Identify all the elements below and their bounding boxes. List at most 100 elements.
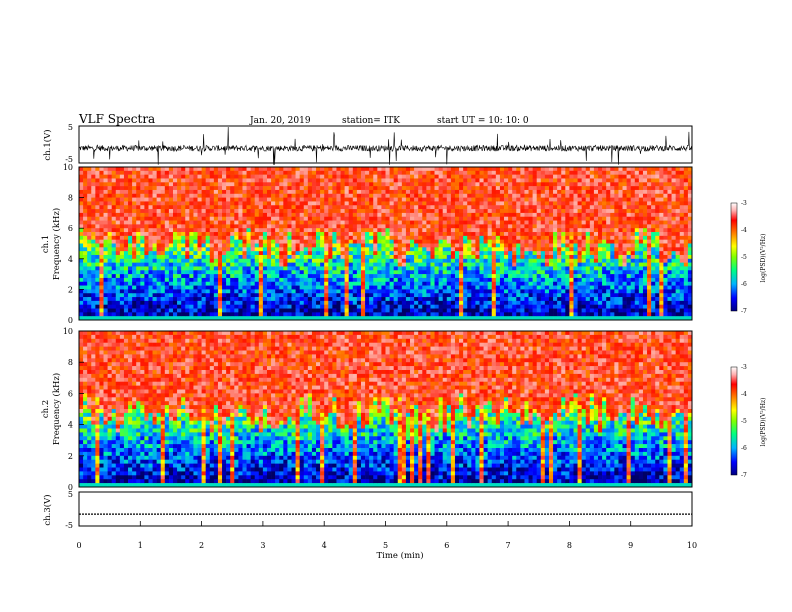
ch1-spectrogram-cell xyxy=(271,266,276,271)
ch1-spectrogram-cell xyxy=(275,220,280,225)
ch1-spectrogram-cell xyxy=(516,281,521,286)
ch1-spectrogram-cell xyxy=(99,308,104,313)
ch1-spectrogram-cell xyxy=(356,205,362,210)
ch1-spectrogram-cell xyxy=(360,216,366,221)
ch1-spectrogram-cell xyxy=(524,316,529,321)
ch1-spectrogram-cell xyxy=(275,228,280,233)
ch1-spectrogram-cell xyxy=(393,312,399,317)
ch1-spectrogram-cell xyxy=(491,274,497,279)
ch1-spectrogram-cell xyxy=(144,193,149,198)
ch1-spectrogram-cell xyxy=(450,293,456,298)
ch1-spectrogram-cell xyxy=(291,243,296,248)
ch1-spectrogram-cell xyxy=(238,224,243,229)
ch1-spectrogram-cell xyxy=(369,297,374,302)
ch1-spectrogram-cell xyxy=(454,178,460,183)
ch1-spectrogram-cell xyxy=(352,178,358,183)
ch1-spectrogram-cell xyxy=(107,193,112,198)
ch1-spectrogram-cell xyxy=(356,201,362,206)
ch1-spectrogram-cell xyxy=(287,239,292,244)
ch1-spectrogram-cell xyxy=(479,289,484,294)
ch1-spectrogram-cell xyxy=(504,209,509,214)
ch1-spectrogram-cell xyxy=(209,270,215,275)
ch1-spectrogram-cell xyxy=(217,197,223,202)
ch1-spectrogram-cell xyxy=(128,170,133,175)
ch1-spectrogram-cell xyxy=(422,205,427,210)
ch1-spectrogram-cell xyxy=(316,220,321,225)
ch1-spectrogram-cell xyxy=(553,239,558,244)
ch1-spectrogram-cell xyxy=(189,258,194,263)
ch1-spectrogram-cell xyxy=(234,289,239,294)
ch1-spectrogram-cell xyxy=(324,304,329,309)
ch1-spectrogram-cell xyxy=(389,281,394,286)
ch1-spectrogram-cell xyxy=(418,212,423,218)
ch1-spectrogram-cell xyxy=(442,167,448,172)
ch1-spectrogram-cell xyxy=(577,189,582,195)
ch1-spectrogram-cell xyxy=(197,216,202,221)
ch1-spectrogram-cell xyxy=(172,293,178,298)
ch1-spectrogram-cell xyxy=(536,209,542,214)
ch1-spectrogram-cell xyxy=(136,297,141,302)
ch1-spectrogram-cell xyxy=(242,266,247,271)
ch1-spectrogram-cell xyxy=(467,258,472,263)
ch1-spectrogram-cell xyxy=(373,247,378,252)
ch1-spectrogram-cell xyxy=(172,274,178,279)
ch1-spectrogram-cell xyxy=(168,209,174,214)
ch1-spectrogram-cell xyxy=(573,189,578,195)
ch1-spectrogram-cell xyxy=(381,316,386,321)
ch1-spectrogram-cell xyxy=(446,232,452,237)
ch1-spectrogram-cell xyxy=(316,170,321,175)
ch1-spectrogram-cell xyxy=(123,312,129,317)
ch1-spectrogram-cell xyxy=(548,186,554,191)
ch1-spectrogram-cell xyxy=(254,205,260,210)
ch1-spectrogram-cell xyxy=(128,201,133,206)
ch1-spectrogram-cell xyxy=(450,174,456,179)
ch1-spectrogram-cell xyxy=(87,193,92,198)
ch1-spectrogram-cell xyxy=(185,197,190,202)
ch1-spectrogram-cell xyxy=(385,285,390,290)
ch1-spectrogram-cell xyxy=(144,243,149,248)
ch1-spectrogram-cell xyxy=(446,201,452,206)
ch1-spectrogram-cell xyxy=(475,224,480,229)
ch1-spectrogram-cell xyxy=(275,232,280,237)
ch1-spectrogram-cell xyxy=(222,304,227,309)
ch1-spectrogram-cell xyxy=(140,289,145,294)
ch1-spectrogram-cell xyxy=(148,167,153,172)
ch1-spectrogram-cell xyxy=(524,251,529,256)
ch1-spectrogram-cell xyxy=(234,212,239,218)
ch1-spectrogram-cell xyxy=(512,212,517,218)
ch1-spectrogram-cell xyxy=(160,243,166,248)
ch1-spectrogram-cell xyxy=(495,239,501,244)
ch1-spectrogram-cell xyxy=(152,212,157,218)
ch1-spectrogram-cell xyxy=(585,254,591,260)
ch1-spectrogram-cell xyxy=(115,212,121,218)
ch1-spectrogram-cell xyxy=(242,174,247,179)
ch1-spectrogram-cell xyxy=(463,216,468,221)
ch1-waveform-frame xyxy=(78,125,693,164)
ch1-spectrogram-cell xyxy=(348,308,354,313)
ch1-spectrogram-cell xyxy=(393,304,399,309)
ch1-spectrogram-cell xyxy=(577,174,582,179)
ch1-spectrogram-cell xyxy=(508,293,513,298)
ch1-spectrogram-cell xyxy=(504,178,509,183)
ch1-spectrogram-cell xyxy=(311,251,317,256)
ch1-spectrogram-cell xyxy=(287,228,292,233)
ch1-spectrogram-cell xyxy=(548,170,554,175)
ch1-spectrogram-cell xyxy=(234,281,239,286)
ch1-spectrogram-cell xyxy=(328,224,333,229)
ch1-spectrogram-cell xyxy=(144,308,149,313)
ch1-spectrogram-cell xyxy=(344,270,350,275)
ch1-spectrogram-cell xyxy=(287,197,292,202)
ch1-spectrogram-cell xyxy=(99,232,104,237)
ch1-spectrogram-cell xyxy=(467,308,472,313)
ch1-spectrogram-cell xyxy=(103,300,108,306)
ch1-spectrogram-cell xyxy=(123,216,129,221)
ch1-spectrogram-cell xyxy=(504,182,509,187)
ch1-spectrogram-cell xyxy=(320,277,325,283)
ch1-spectrogram-cell xyxy=(299,212,305,218)
ch1-spectrogram-cell xyxy=(544,174,550,179)
ch1-spectrogram-cell xyxy=(336,209,341,214)
ch1-spectrogram-cell xyxy=(581,312,587,317)
ch1-spectrogram-cell xyxy=(209,277,215,283)
ch1-spectrogram-cell xyxy=(140,197,145,202)
ch1-spectrogram-cell xyxy=(250,224,256,229)
